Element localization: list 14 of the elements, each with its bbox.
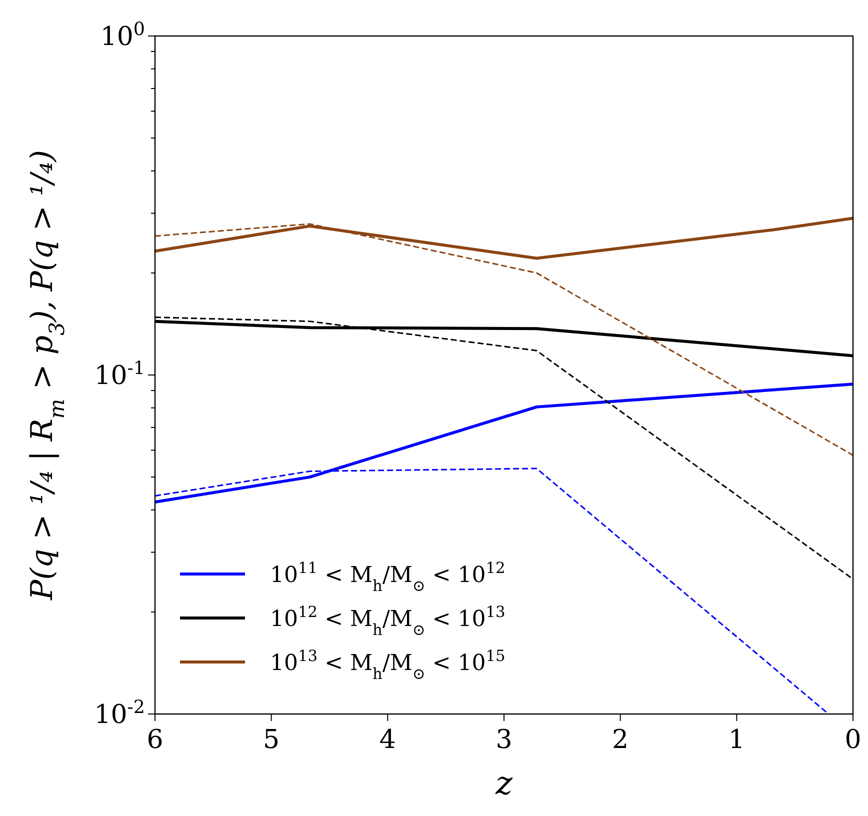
x-axis-title: z: [494, 764, 514, 802]
legend-label: 10$^{13}$ < M$_{h}$/M$_{⊙}$ < 10$^{15}$: [270, 647, 506, 683]
y-tick-label: 10$^{-1}$: [94, 358, 145, 391]
legend-label: 10$^{11}$ < M$_{h}$/M$_{⊙}$ < 10$^{12}$: [270, 559, 506, 595]
x-tick-label: 5: [263, 725, 280, 755]
x-tick-label: 6: [146, 725, 164, 755]
x-tick-label: 2: [612, 725, 629, 755]
legend-label: 10$^{12}$ < M$_{h}$/M$_{⊙}$ < 10$^{13}$: [270, 603, 506, 639]
x-tick-label: 4: [379, 725, 396, 755]
x-tick-label: 1: [728, 725, 745, 755]
y-tick-label: 10$^{-2}$: [94, 696, 145, 730]
x-tick-label: 3: [496, 725, 512, 755]
y-tick-label: 10$^{0}$: [100, 18, 145, 52]
x-tick-label: 0: [844, 725, 862, 755]
